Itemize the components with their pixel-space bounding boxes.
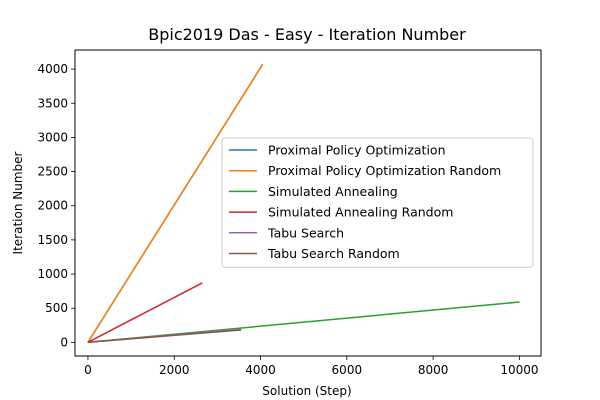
x-tick-label: 4000 xyxy=(245,363,276,377)
y-axis-label: Iteration Number xyxy=(11,151,25,254)
x-axis-label: Solution (Step) xyxy=(262,384,351,398)
y-tick-label: 500 xyxy=(45,301,68,315)
series-line-1 xyxy=(87,63,264,343)
legend-box xyxy=(221,137,534,268)
x-tick-label: 10000 xyxy=(500,363,538,377)
legend-label-5: Tabu Search Random xyxy=(267,246,400,261)
plot-area xyxy=(87,63,520,344)
y-axis-ticks: 0 500 1000 1500 2000 2500 3000 3500 4000 xyxy=(37,62,75,349)
x-tick-label: 8000 xyxy=(418,363,449,377)
x-tick-label: 6000 xyxy=(332,363,363,377)
legend-label-1: Proximal Policy Optimization Random xyxy=(268,163,501,178)
y-tick-label: 1500 xyxy=(37,233,68,247)
axes-frame xyxy=(74,49,542,357)
legend-label-2: Simulated Annealing xyxy=(268,184,398,199)
y-tick-label: 2000 xyxy=(37,199,68,213)
series-line-5 xyxy=(87,329,242,344)
chart-title: Bpic2019 Das - Easy - Iteration Number xyxy=(148,25,466,44)
y-tick-label: 0 xyxy=(60,335,68,349)
legend-label-4: Tabu Search xyxy=(267,225,344,240)
legend: Proximal Policy Optimization Proximal Pol… xyxy=(221,137,534,268)
legend-label-3: Simulated Annealing Random xyxy=(268,205,453,220)
y-tick-label: 4000 xyxy=(37,62,68,76)
y-tick-label: 1000 xyxy=(37,267,68,281)
series-line-3 xyxy=(87,282,203,343)
x-tick-label: 0 xyxy=(84,363,92,377)
legend-label-0: Proximal Policy Optimization xyxy=(268,143,446,158)
x-axis-ticks: 0 2000 4000 6000 8000 10000 xyxy=(84,356,539,377)
x-tick-label: 2000 xyxy=(159,363,190,377)
y-tick-label: 3500 xyxy=(37,96,68,110)
y-tick-label: 3000 xyxy=(37,130,68,144)
y-tick-label: 2500 xyxy=(37,165,68,179)
